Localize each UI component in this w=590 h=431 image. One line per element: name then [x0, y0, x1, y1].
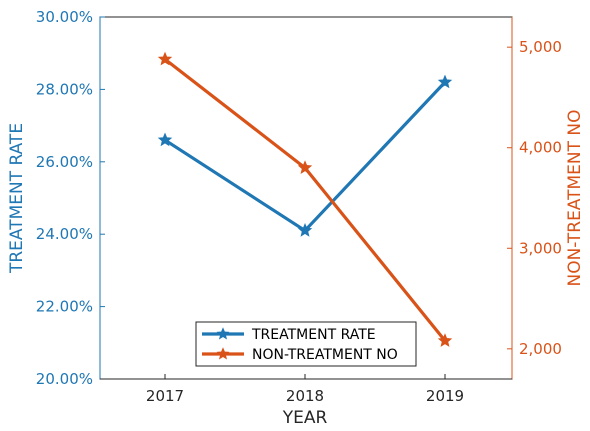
- legend-swatch-marker: [216, 347, 230, 360]
- series-layer: [157, 51, 453, 347]
- legend-swatch-marker: [216, 327, 230, 340]
- data-point-treatment-rate: [437, 74, 453, 89]
- right-axis: 2,000 3,000 4,000 5,000: [507, 17, 562, 379]
- legend: TREATMENT RATE NON-TREATMENT NO: [195, 321, 417, 367]
- right-tick-label: 3,000: [519, 239, 562, 257]
- data-point-non-treatment-no: [437, 333, 453, 347]
- legend-box: [195, 321, 417, 367]
- data-point-treatment-rate: [157, 132, 173, 147]
- right-tick-label: 5,000: [519, 38, 562, 56]
- right-tick-label: 2,000: [519, 340, 562, 358]
- right-tick-label: 4,000: [519, 139, 562, 157]
- x-axis: 2017 2018 2019: [100, 374, 512, 405]
- x-tick-label: 2018: [286, 387, 324, 405]
- left-tick-label: 26.00%: [36, 153, 93, 171]
- left-axis-label: TREATMENT RATE: [7, 123, 27, 274]
- series-line-treatment-rate: [164, 81, 447, 233]
- legend-entry-label: NON-TREATMENT NO: [252, 347, 398, 363]
- series-line-non-treatment-no: [164, 57, 447, 342]
- x-axis-label: YEAR: [282, 408, 328, 427]
- left-tick-label: 20.00%: [36, 370, 93, 388]
- legend-entry-label: TREATMENT RATE: [251, 327, 376, 343]
- data-point-treatment-rate: [297, 223, 313, 237]
- left-tick-label: 22.00%: [36, 298, 93, 316]
- left-axis: 20.00% 22.00% 24.00% 26.00% 28.00% 30.00%: [36, 8, 105, 388]
- left-tick-label: 30.00%: [36, 8, 93, 26]
- left-tick-label: 24.00%: [36, 225, 93, 243]
- x-tick-label: 2017: [146, 387, 184, 405]
- right-axis-label: NON-TREATMENT NO: [565, 109, 585, 286]
- data-point-non-treatment-no: [157, 51, 173, 66]
- left-tick-label: 28.00%: [36, 80, 93, 98]
- data-point-non-treatment-no: [297, 160, 313, 174]
- x-tick-label: 2019: [426, 387, 464, 405]
